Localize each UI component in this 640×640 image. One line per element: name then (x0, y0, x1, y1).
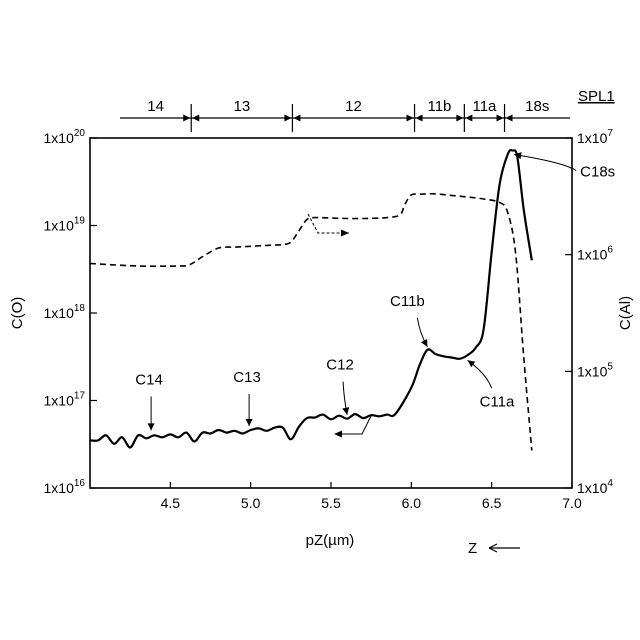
y-left-tick-label: 1x1018 (44, 303, 86, 321)
annotation-label: C13 (233, 369, 261, 386)
series-layer (90, 150, 532, 450)
y-left-tick-label-base: 1x10 (44, 218, 75, 234)
y-right-tick-label-exp: 7 (607, 128, 613, 139)
y-right-tick-label-exp: 6 (607, 245, 613, 256)
y-right-tick-label: 1x105 (577, 361, 613, 379)
annotation-arrowhead-icon (148, 423, 155, 430)
axis-indicators (308, 214, 372, 438)
y-left-tick-label: 1x1019 (44, 216, 86, 234)
y-left-tick-label-exp: 16 (74, 478, 86, 489)
y-axis-right-label: C(Al) (617, 296, 634, 330)
annotation-arrowhead-icon (342, 407, 349, 415)
y-left-tick-label-base: 1x10 (44, 130, 75, 146)
layer-label: 11b (427, 98, 451, 115)
layer-label: 11a (472, 98, 497, 115)
layer-arrow-icon (497, 115, 504, 122)
layer-arrow-icon (192, 115, 199, 122)
layer-label: 12 (345, 98, 362, 115)
y-right-tick-label: 1x104 (577, 478, 613, 496)
layer-arrow-icon (465, 115, 472, 122)
layer-label: 14 (147, 98, 164, 115)
y-right-tick-label-base: 1x10 (577, 480, 608, 496)
oxygen-concentration-line (90, 150, 532, 447)
y-left-tick-label-exp: 19 (74, 216, 86, 227)
y-left-tick-label: 1x1016 (44, 478, 86, 496)
layer-arrow-icon (506, 115, 513, 122)
y-right-tick-label-base: 1x10 (577, 363, 608, 379)
layer-arrow-icon (183, 115, 190, 122)
x-axis-label: pZ(µm) (306, 532, 355, 549)
direction-indicator: Z (468, 540, 520, 557)
y-right-tick-label-base: 1x10 (577, 247, 608, 263)
x-tick-label: 4.5 (161, 495, 181, 511)
y-left-tick-label-base: 1x10 (44, 393, 75, 409)
y-right-tick-label: 1x106 (577, 245, 613, 263)
layer-arrow-icon (407, 115, 414, 122)
annotation-label: C11b (390, 293, 425, 310)
x-tick-label: 6.0 (402, 495, 422, 511)
layer-label: 18s (525, 98, 549, 115)
annotation-label: C14 (135, 371, 163, 388)
annotation-arrow-line (514, 155, 576, 171)
layer-arrow-icon (284, 115, 291, 122)
annotation-arrowhead-icon (246, 419, 253, 426)
annotations: C14 C13 C12 C11b C11a C18s (135, 152, 615, 430)
x-tick-label: 5.5 (321, 495, 341, 511)
layer-label: 13 (233, 98, 250, 115)
annotation-arrowhead-icon (468, 360, 476, 367)
y-left-tick-label-base: 1x10 (44, 480, 75, 496)
annotation-label: C12 (326, 357, 354, 374)
direction-arrow-icon (489, 544, 520, 552)
layer-arrow-icon (293, 115, 300, 122)
direction-label: Z (468, 540, 477, 557)
y-right-tick-label-base: 1x10 (577, 130, 608, 146)
layer-arrow-icon (416, 115, 423, 122)
x-tick-label: 7.0 (562, 495, 582, 511)
y-left-tick-label-base: 1x10 (44, 305, 75, 321)
layer-bar: 14 13 12 11b 11a 18s (120, 98, 570, 132)
annotation-label: C18s (580, 163, 615, 180)
y-axis-left: 1x10161x10171x10181x10191x1020 (44, 128, 97, 496)
y-right-tick-label: 1x107 (577, 128, 613, 146)
x-axis: 4.5 5.0 5.5 6.0 6.5 7.0 (161, 482, 582, 511)
y-left-tick-label-exp: 18 (74, 303, 86, 314)
y-right-tick-label-exp: 4 (607, 478, 613, 489)
y-left-tick-label: 1x1017 (44, 391, 86, 409)
y-right-tick-label-exp: 5 (607, 361, 613, 372)
x-tick-label: 6.5 (482, 495, 502, 511)
sample-label: SPL1 (578, 88, 615, 105)
aluminum-concentration-line (90, 194, 532, 451)
layer-arrow-icon (456, 115, 463, 122)
y-left-tick-label-exp: 20 (74, 128, 86, 139)
x-tick-label: 5.0 (241, 495, 261, 511)
y-left-tick-label-exp: 17 (74, 391, 86, 402)
annotation-label: C11a (480, 393, 515, 410)
y-left-tick-label: 1x1020 (44, 128, 86, 146)
y-axis-left-label: C(O) (9, 297, 26, 330)
